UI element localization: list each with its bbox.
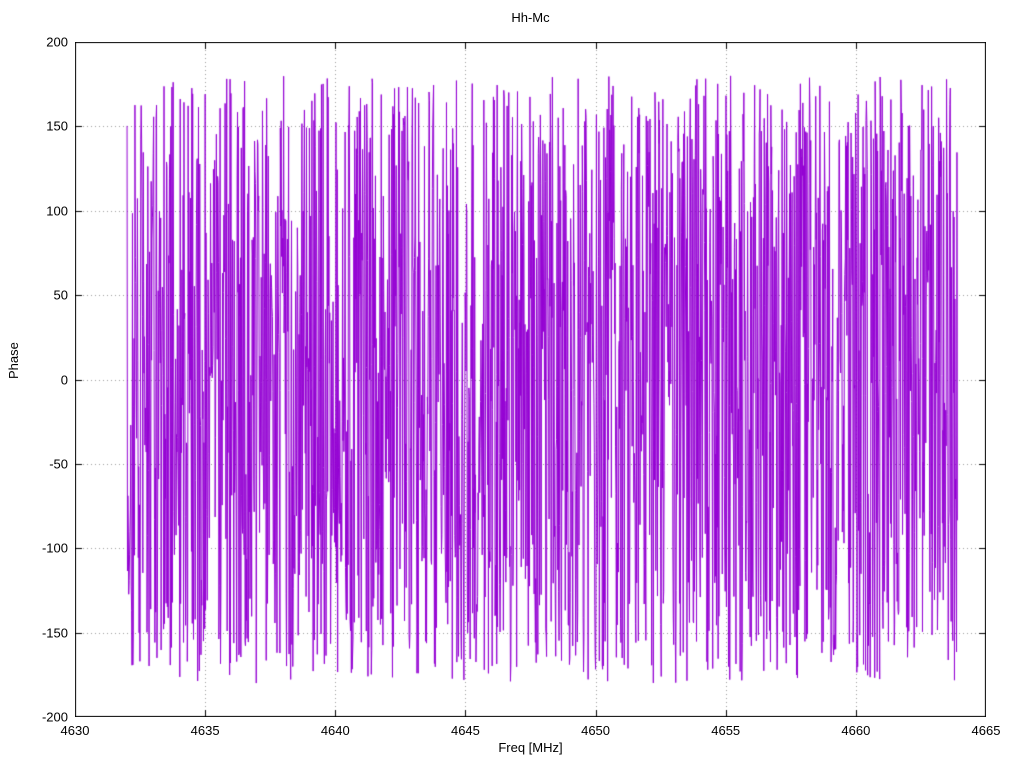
y-tick-label: -100 [41, 540, 68, 556]
x-tick-label: 4660 [841, 723, 871, 738]
x-tick-label: 4645 [450, 723, 480, 738]
x-tick-label: 4665 [971, 723, 1001, 738]
chart-title: Hh-Mc [511, 10, 550, 25]
x-axis-title: Freq [MHz] [498, 740, 563, 755]
x-tick-label: 4630 [60, 723, 90, 738]
plot-area [75, 42, 986, 717]
y-tick-label: 150 [46, 118, 68, 134]
x-tick-label: 4640 [320, 723, 350, 738]
x-tick-label: 4635 [190, 723, 220, 738]
y-tick-label: -50 [49, 456, 68, 472]
y-tick-label: 0 [60, 372, 68, 387]
x-tick-label: 4650 [581, 723, 611, 738]
y-tick-label: -200 [41, 709, 68, 725]
x-tick-label: 4655 [711, 723, 741, 738]
y-tick-label: -150 [41, 625, 68, 641]
y-tick-label: 100 [46, 203, 68, 219]
y-tick-label: 200 [46, 34, 68, 50]
y-tick-label: 50 [53, 287, 68, 303]
